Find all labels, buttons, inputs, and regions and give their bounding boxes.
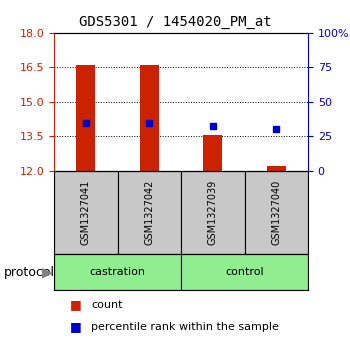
Text: GSM1327039: GSM1327039 xyxy=(208,180,218,245)
Text: castration: castration xyxy=(90,267,146,277)
Bar xyxy=(181,254,308,290)
Bar xyxy=(267,166,286,171)
Text: GSM1327040: GSM1327040 xyxy=(271,180,281,245)
Bar xyxy=(76,65,96,171)
Text: percentile rank within the sample: percentile rank within the sample xyxy=(91,322,279,332)
Bar xyxy=(140,65,159,171)
Text: GDS5301 / 1454020_PM_at: GDS5301 / 1454020_PM_at xyxy=(79,15,271,29)
Text: control: control xyxy=(225,267,264,277)
Text: ▶: ▶ xyxy=(42,265,52,279)
Bar xyxy=(54,254,181,290)
Bar xyxy=(54,171,118,254)
Text: GSM1327042: GSM1327042 xyxy=(145,180,154,245)
Text: GSM1327041: GSM1327041 xyxy=(81,180,91,245)
Bar xyxy=(203,135,222,171)
Bar xyxy=(245,171,308,254)
Text: ■: ■ xyxy=(70,320,82,333)
Text: ■: ■ xyxy=(70,298,82,311)
Bar xyxy=(181,171,245,254)
Bar xyxy=(118,171,181,254)
Text: protocol: protocol xyxy=(4,266,55,279)
Text: count: count xyxy=(91,300,122,310)
